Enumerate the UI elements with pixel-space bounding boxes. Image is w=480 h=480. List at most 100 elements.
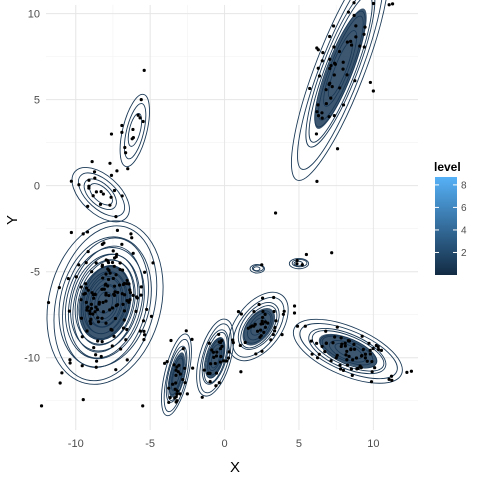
scatter-point xyxy=(90,159,94,164)
scatter-point xyxy=(183,366,187,370)
scatter-point xyxy=(94,190,98,194)
contour-line xyxy=(71,167,130,223)
scatter-point xyxy=(177,363,181,367)
scatter-point xyxy=(273,329,277,333)
scatter-point xyxy=(175,399,179,403)
scatter-point xyxy=(57,286,61,290)
scatter-point xyxy=(101,192,105,196)
scatter-point xyxy=(126,167,130,171)
legend-tick-label: 8 xyxy=(461,180,467,191)
scatter-point xyxy=(109,132,114,136)
scatter-point xyxy=(315,110,319,114)
scatter-point xyxy=(274,319,278,323)
scatter-point xyxy=(236,310,241,314)
scatter-point xyxy=(135,296,139,300)
scatter-point xyxy=(107,268,111,272)
scatter-point xyxy=(304,252,308,257)
scatter-point xyxy=(169,338,173,343)
scatter-point xyxy=(335,147,340,151)
scatter-point xyxy=(115,228,120,233)
scatter-point xyxy=(352,342,356,347)
scatter-point xyxy=(390,378,394,382)
scatter-point xyxy=(282,309,286,313)
scatter-point xyxy=(60,371,64,375)
scatter-point xyxy=(316,114,321,118)
scatter-point xyxy=(349,347,353,351)
scatter-point xyxy=(109,195,113,199)
scatter-point xyxy=(142,329,146,333)
y-tick-label: -10 xyxy=(24,353,40,365)
scatter-point xyxy=(231,340,235,345)
y-tick-label: 10 xyxy=(28,9,40,21)
contour-line xyxy=(76,259,135,346)
scatter-point xyxy=(262,330,266,334)
y-tick-label: -5 xyxy=(30,267,40,279)
scatter-point xyxy=(254,352,258,356)
scatter-point xyxy=(320,344,324,349)
contour-line xyxy=(119,93,150,168)
scatter-point xyxy=(124,338,128,342)
scatter-point xyxy=(190,337,194,342)
scatter-point xyxy=(80,364,84,368)
contour-line xyxy=(83,178,117,210)
scatter-point xyxy=(352,13,356,18)
scatter-point xyxy=(93,310,97,314)
contour-line xyxy=(127,112,143,147)
scatter-point xyxy=(145,307,149,312)
scatter-point xyxy=(143,270,147,274)
scatter-point xyxy=(84,300,88,304)
scatter-point xyxy=(89,302,94,306)
scatter-point xyxy=(330,251,334,255)
scatter-point xyxy=(100,264,104,269)
scatter-point xyxy=(80,335,84,339)
scatter-point xyxy=(316,103,320,107)
scatter-point xyxy=(94,365,98,369)
scatter-point xyxy=(338,363,342,367)
scatter-point xyxy=(87,178,91,182)
scatter-point xyxy=(39,404,44,408)
scatter-point xyxy=(120,130,124,134)
scatter-point xyxy=(142,333,147,337)
scatter-point xyxy=(110,306,115,310)
scatter-point xyxy=(100,340,104,344)
x-tick-label: -5 xyxy=(145,438,155,450)
scatter-point xyxy=(92,170,97,174)
scatter-point xyxy=(81,232,85,236)
scatter-point xyxy=(345,40,349,44)
scatter-point xyxy=(292,304,297,308)
scatter-point xyxy=(90,270,94,274)
scatter-point xyxy=(334,356,338,360)
scatter-point xyxy=(352,347,357,351)
scatter-point xyxy=(370,370,374,374)
scatter-point xyxy=(341,60,345,64)
scatter-point xyxy=(127,300,131,304)
scatter-point xyxy=(332,114,336,118)
scatter-point xyxy=(359,366,363,370)
scatter-point xyxy=(255,329,260,333)
scatter-point xyxy=(320,116,324,120)
scatter-point xyxy=(209,362,213,366)
contour-line xyxy=(62,237,149,368)
scatter-point xyxy=(387,3,391,7)
scatter-point xyxy=(139,293,143,297)
scatter-point xyxy=(124,151,128,155)
scatter-point xyxy=(91,194,95,198)
scatter-point xyxy=(202,368,206,372)
scatter-point xyxy=(104,299,108,303)
legend-tick-label: 6 xyxy=(461,203,467,214)
contour-line xyxy=(290,0,390,181)
scatter-point xyxy=(362,45,366,49)
scatter-point xyxy=(371,346,375,351)
scatter-point xyxy=(77,183,81,187)
scatter-point xyxy=(191,366,195,370)
scatter-point xyxy=(181,346,185,351)
scatter-point xyxy=(338,86,342,90)
scatter-point xyxy=(167,400,171,405)
scatter-point xyxy=(112,284,117,288)
scatter-point xyxy=(346,339,351,343)
scatter-point xyxy=(361,347,365,352)
scatter-point xyxy=(120,194,124,198)
scatter-point xyxy=(363,352,368,356)
y-axis-title: Y xyxy=(4,215,21,225)
scatter-point xyxy=(69,179,73,183)
